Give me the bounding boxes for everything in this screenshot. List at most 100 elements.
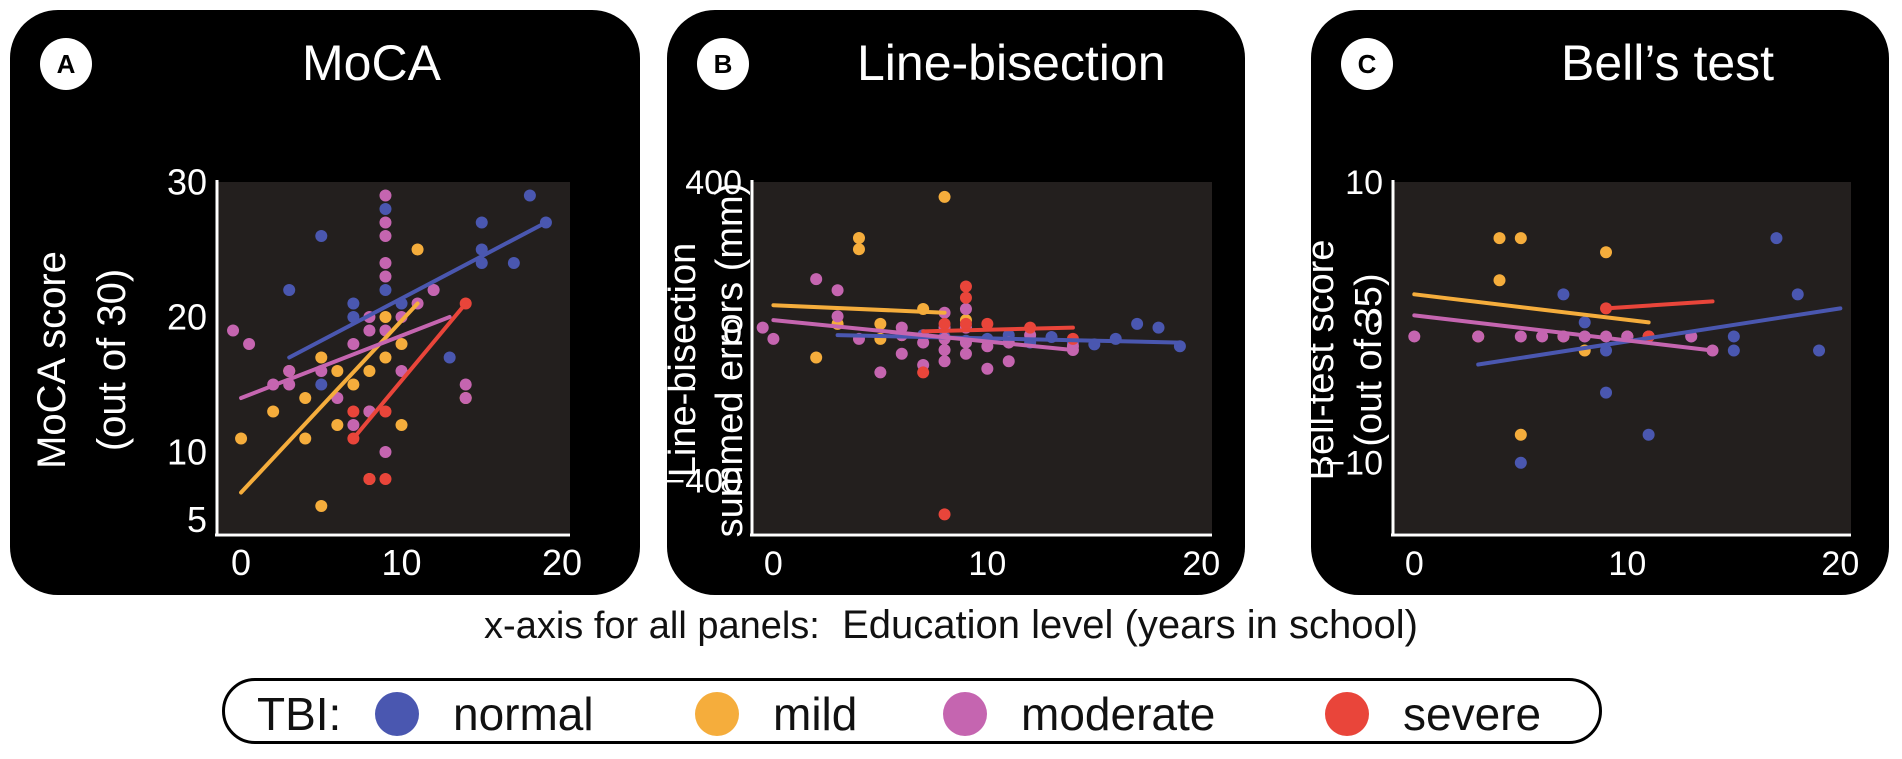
data-point-moderate [283, 365, 296, 377]
line-bisection-chart: 400 0 −400 0 10 20 Line-bisection summed errors… [667, 164, 1220, 583]
legend-item-moderate: moderate [943, 687, 1215, 741]
data-point-moderate [981, 362, 994, 375]
y-tick-label: 20 [167, 297, 207, 338]
data-point-mild [1493, 274, 1506, 287]
data-point-mild [299, 432, 312, 445]
fit-line-normal [1476, 306, 1843, 367]
data-point-mild [331, 419, 344, 431]
data-point-moderate [347, 338, 360, 350]
legend-item-normal: normal [375, 687, 594, 741]
data-point-normal [1557, 288, 1570, 301]
data-point-normal [1813, 344, 1826, 357]
data-point-normal [1727, 330, 1740, 343]
data-point-severe [917, 366, 930, 379]
data-point-normal [379, 284, 392, 296]
y-axis-label: Line-bisection [667, 243, 704, 477]
data-point-mild [235, 432, 248, 445]
data-point-moderate [767, 332, 780, 345]
data-point-moderate [756, 321, 769, 334]
data-point-mild [938, 190, 951, 203]
y-tick-label: 10 [1345, 164, 1383, 202]
legend-label: severe [1403, 688, 1542, 740]
data-point-mild [1600, 246, 1613, 259]
panel-title: MoCA [302, 35, 441, 91]
data-point-normal [1727, 344, 1740, 357]
legend-label: moderate [1021, 688, 1216, 740]
data-point-normal [1514, 456, 1527, 469]
data-point-severe [379, 473, 392, 485]
data-point-mild [810, 351, 823, 364]
data-point-moderate [1536, 330, 1549, 343]
legend-dot-icon [943, 692, 987, 736]
data-point-mild [315, 351, 328, 364]
fit-line-normal [835, 333, 1182, 345]
data-point-mild [379, 311, 392, 323]
data-point-severe [379, 405, 392, 418]
data-point-moderate [243, 338, 256, 350]
data-point-mild [411, 243, 424, 256]
data-point-moderate [831, 310, 844, 323]
data-point-moderate [363, 324, 376, 337]
data-point-moderate [227, 324, 240, 337]
data-point-normal [1791, 288, 1804, 301]
x-tick-label: 0 [764, 545, 783, 583]
data-point-normal [347, 297, 360, 310]
panel-b: B Line-bisection 400 0 −400 0 10 20 Line-bisec… [667, 10, 1245, 595]
data-point-normal [1131, 317, 1144, 330]
data-point-normal [1600, 386, 1613, 399]
plot-area [752, 182, 1212, 533]
data-point-severe [938, 508, 951, 521]
data-point-normal [523, 189, 536, 202]
plot-area [1393, 182, 1851, 533]
y-tick-label: −10 [1325, 445, 1383, 483]
fit-line-moderate [771, 318, 1075, 353]
panel-title: Line-bisection [857, 35, 1166, 91]
legend-title: TBI: [257, 688, 342, 740]
data-point-severe [347, 405, 360, 418]
x-axis-note-prefix: x-axis for all panels: [484, 605, 820, 647]
fit-line-mild [771, 303, 947, 315]
data-point-moderate [459, 392, 472, 404]
data-point-moderate [1002, 355, 1015, 368]
panel-badge: A [40, 38, 92, 90]
legend-dot-icon [375, 692, 419, 736]
data-point-moderate [379, 270, 392, 283]
data-point-normal [315, 378, 328, 391]
data-point-mild [1514, 428, 1527, 441]
fit-line-normal [287, 220, 548, 360]
fit-line-severe [351, 301, 468, 441]
legend-label: normal [453, 688, 594, 740]
x-tick-label: 20 [1182, 545, 1220, 583]
y-tick-label: 0 [723, 313, 742, 351]
data-point-moderate [1514, 330, 1527, 343]
data-point-normal [379, 203, 392, 215]
data-point-mild [1514, 232, 1527, 245]
data-point-normal [1152, 321, 1165, 334]
data-point-moderate [938, 355, 951, 368]
data-point-severe [959, 317, 972, 330]
legend-item-mild: mild [695, 687, 857, 741]
data-point-moderate [379, 446, 392, 458]
data-point-moderate [347, 419, 360, 431]
data-point-mild [347, 378, 360, 391]
x-axis-note-label: Education level (years in school) [842, 603, 1418, 647]
x-tick-label: 0 [231, 542, 251, 583]
fit-line-mild [1412, 292, 1651, 325]
y-tick-label: 400 [685, 164, 742, 202]
data-point-mild [379, 351, 392, 364]
data-point-mild [1493, 232, 1506, 245]
fit-line-mild [239, 301, 420, 495]
data-point-mild [395, 338, 408, 350]
legend-label: mild [773, 688, 858, 740]
data-point-moderate [874, 366, 887, 379]
data-point-mild [315, 500, 328, 512]
data-point-moderate [379, 189, 392, 202]
data-point-normal [1600, 344, 1613, 357]
data-point-moderate [959, 302, 972, 315]
data-point-severe [959, 280, 972, 293]
y-axis-label: MoCA score [30, 251, 74, 469]
data-point-moderate [938, 344, 951, 357]
panel-badge: C [1341, 38, 1393, 90]
x-tick-label: 10 [1608, 545, 1646, 583]
data-point-moderate [810, 273, 823, 286]
